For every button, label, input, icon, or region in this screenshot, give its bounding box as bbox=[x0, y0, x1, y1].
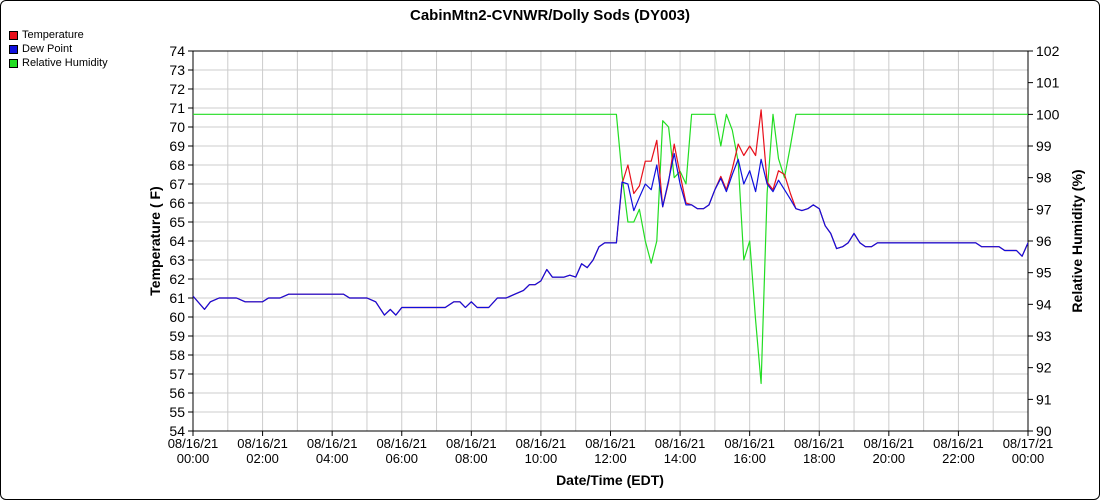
y2-tick-label: 101 bbox=[1036, 75, 1060, 91]
x-tick-label-date: 08/16/21 bbox=[655, 436, 706, 451]
x-tick-label-date: 08/16/21 bbox=[864, 436, 915, 451]
y2-tick-label: 97 bbox=[1036, 201, 1052, 217]
y2-tick-label: 102 bbox=[1036, 43, 1060, 59]
y2-tick-label: 92 bbox=[1036, 360, 1052, 376]
x-tick-label-date: 08/16/21 bbox=[724, 436, 775, 451]
x-tick-label-date: 08/16/21 bbox=[794, 436, 845, 451]
y-tick-label: 55 bbox=[169, 404, 185, 420]
legend-swatch-dew-point bbox=[9, 44, 18, 54]
y-tick-label: 67 bbox=[169, 176, 185, 192]
y2-tick-label: 96 bbox=[1036, 233, 1052, 249]
y2-tick-label: 100 bbox=[1036, 106, 1060, 122]
x-tick-label-time: 22:00 bbox=[942, 451, 975, 466]
y-tick-label: 74 bbox=[169, 43, 185, 59]
legend-swatch-temperature bbox=[9, 30, 18, 40]
y-tick-label: 62 bbox=[169, 271, 185, 287]
y-tick-label: 70 bbox=[169, 119, 185, 135]
legend-label-dew-point: Dew Point bbox=[22, 43, 73, 55]
y-tick-label: 65 bbox=[169, 214, 185, 230]
x-tick-label-date: 08/16/21 bbox=[516, 436, 567, 451]
y-tick-label: 63 bbox=[169, 252, 185, 268]
x-tick-label-date: 08/16/21 bbox=[446, 436, 497, 451]
y-tick-label: 61 bbox=[169, 290, 185, 306]
axes: 54 55 56 57 58 59 60 61 62 63 64 65 66 67 68 69 70 71 72 73… bbox=[168, 43, 1060, 466]
legend: Temperature Dew Point Relative Humidity bbox=[9, 28, 108, 70]
x-tick-label-date: 08/16/21 bbox=[585, 436, 636, 451]
legend-item-dew-point: Dew Point bbox=[9, 42, 108, 56]
series-line-relative-humidity bbox=[193, 113, 1028, 385]
x-tick-label-time: 10:00 bbox=[525, 451, 558, 466]
legend-label-temperature: Temperature bbox=[22, 29, 84, 41]
x-tick-label-time: 14:00 bbox=[664, 451, 697, 466]
y2-tick-label: 94 bbox=[1036, 296, 1052, 312]
x-tick-label-date: 08/16/21 bbox=[376, 436, 427, 451]
x-tick-label-time: 00:00 bbox=[1012, 451, 1045, 466]
x-tick-label-time: 18:00 bbox=[803, 451, 836, 466]
x-tick-label-time: 08:00 bbox=[455, 451, 488, 466]
y-tick-label: 58 bbox=[169, 347, 185, 363]
y2-tick-label: 98 bbox=[1036, 170, 1052, 186]
y2-tick-label: 95 bbox=[1036, 265, 1052, 281]
x-tick-label-time: 16:00 bbox=[733, 451, 766, 466]
y-tick-label: 60 bbox=[169, 309, 185, 325]
x-tick-label-time: 12:00 bbox=[594, 451, 627, 466]
x-tick-label-time: 00:00 bbox=[177, 451, 210, 466]
x-tick-label-time: 02:00 bbox=[246, 451, 279, 466]
y-tick-label: 59 bbox=[169, 328, 185, 344]
y-tick-label: 66 bbox=[169, 195, 185, 211]
y-tick-label: 64 bbox=[169, 233, 185, 249]
y-tick-label: 73 bbox=[169, 62, 185, 78]
x-tick-label-time: 04:00 bbox=[316, 451, 349, 466]
x-tick-label-date: 08/17/21 bbox=[1003, 436, 1054, 451]
y2-tick-label: 90 bbox=[1036, 423, 1052, 439]
y2-tick-label: 93 bbox=[1036, 328, 1052, 344]
x-tick-label-date: 08/16/21 bbox=[237, 436, 288, 451]
x-tick-label-time: 06:00 bbox=[385, 451, 418, 466]
series-line-temperature bbox=[193, 109, 1028, 316]
legend-swatch-relative-humidity bbox=[9, 58, 18, 68]
y-tick-label: 56 bbox=[169, 385, 185, 401]
series-line-dew-point bbox=[193, 153, 1028, 316]
y-tick-label: 72 bbox=[169, 81, 185, 97]
x-tick-label-time: 20:00 bbox=[873, 451, 906, 466]
chart-title: CabinMtn2-CVNWR/Dolly Sods (DY003) bbox=[410, 7, 690, 24]
x-tick-label-date: 08/16/21 bbox=[168, 436, 219, 451]
y2-axis-label: Relative Humidity (%) bbox=[1069, 169, 1085, 312]
x-axis-label: Date/Time (EDT) bbox=[556, 472, 664, 488]
y2-tick-label: 91 bbox=[1036, 391, 1052, 407]
grid-lines bbox=[192, 50, 1029, 432]
legend-item-temperature: Temperature bbox=[9, 28, 108, 42]
plot-area-border bbox=[192, 50, 1029, 432]
legend-label-relative-humidity: Relative Humidity bbox=[22, 57, 108, 69]
y-tick-label: 69 bbox=[169, 138, 185, 154]
y-tick-label: 54 bbox=[169, 423, 185, 439]
x-tick-label-date: 08/16/21 bbox=[307, 436, 358, 451]
y-tick-label: 57 bbox=[169, 366, 185, 382]
y-axis-label: Temperature ( F) bbox=[147, 186, 163, 295]
y-tick-label: 68 bbox=[169, 157, 185, 173]
y2-tick-label: 99 bbox=[1036, 138, 1052, 154]
legend-item-relative-humidity: Relative Humidity bbox=[9, 56, 108, 70]
series-lines bbox=[193, 109, 1028, 385]
x-tick-label-date: 08/16/21 bbox=[933, 436, 984, 451]
y-tick-label: 71 bbox=[169, 100, 185, 116]
